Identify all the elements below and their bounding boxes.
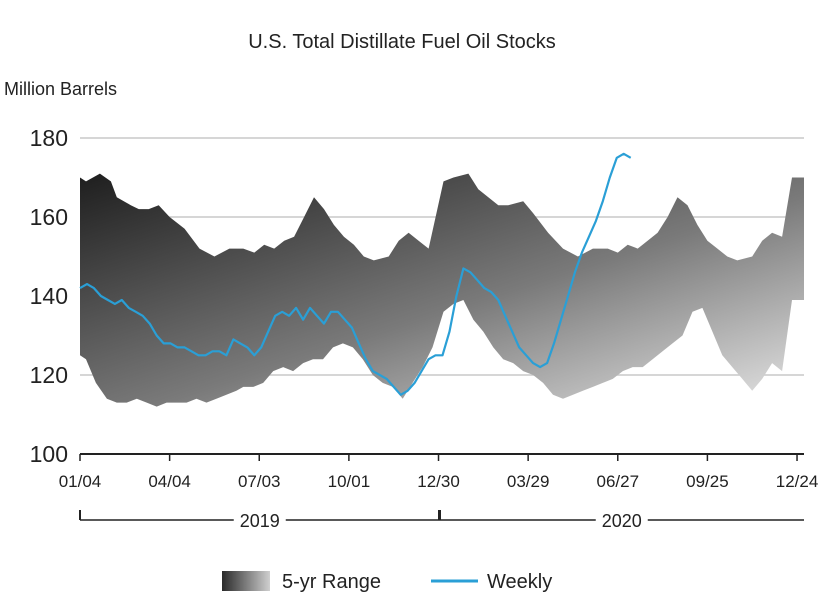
x-tick-label: 03/29	[507, 472, 550, 491]
legend-label-weekly: Weekly	[487, 571, 552, 593]
year-label: 2019	[240, 511, 280, 531]
y-tick-label: 160	[30, 204, 68, 230]
y-axis-label: Million Barrels	[4, 79, 117, 99]
y-tick-label: 100	[30, 441, 68, 467]
year-label: 2020	[602, 511, 642, 531]
legend: 5-yr Range Weekly	[222, 571, 552, 593]
chart-title: U.S. Total Distillate Fuel Oil Stocks	[248, 31, 556, 53]
year-label-backdrop	[595, 510, 648, 530]
x-tick-label: 06/27	[596, 472, 639, 491]
weekly-series-line	[79, 152, 632, 396]
x-tick-label: 04/04	[148, 472, 191, 491]
x-tick-label: 09/25	[686, 472, 729, 491]
five-year-range-area	[80, 173, 804, 407]
y-tick-label: 140	[30, 283, 68, 309]
year-axis: 2019 2020	[79, 510, 804, 531]
x-tick-label: 01/04	[59, 472, 102, 491]
year-label-backdrop	[233, 510, 286, 530]
legend-label-range: 5-yr Range	[282, 571, 381, 593]
x-axis: 01/04 04/04 07/03 10/01 12/30 03/29 06/27 09/25…	[59, 453, 819, 491]
y-tick-label: 120	[30, 362, 68, 388]
x-tick-label: 12/24	[776, 472, 819, 491]
legend-swatch-range	[222, 571, 270, 591]
x-tick-label: 10/01	[328, 472, 371, 491]
x-tick-label: 12/30	[417, 472, 460, 491]
x-tick-label: 07/03	[238, 472, 281, 491]
y-tick-label: 180	[30, 125, 68, 151]
y-tick-labels: 100 120 140 160 180	[30, 125, 68, 467]
